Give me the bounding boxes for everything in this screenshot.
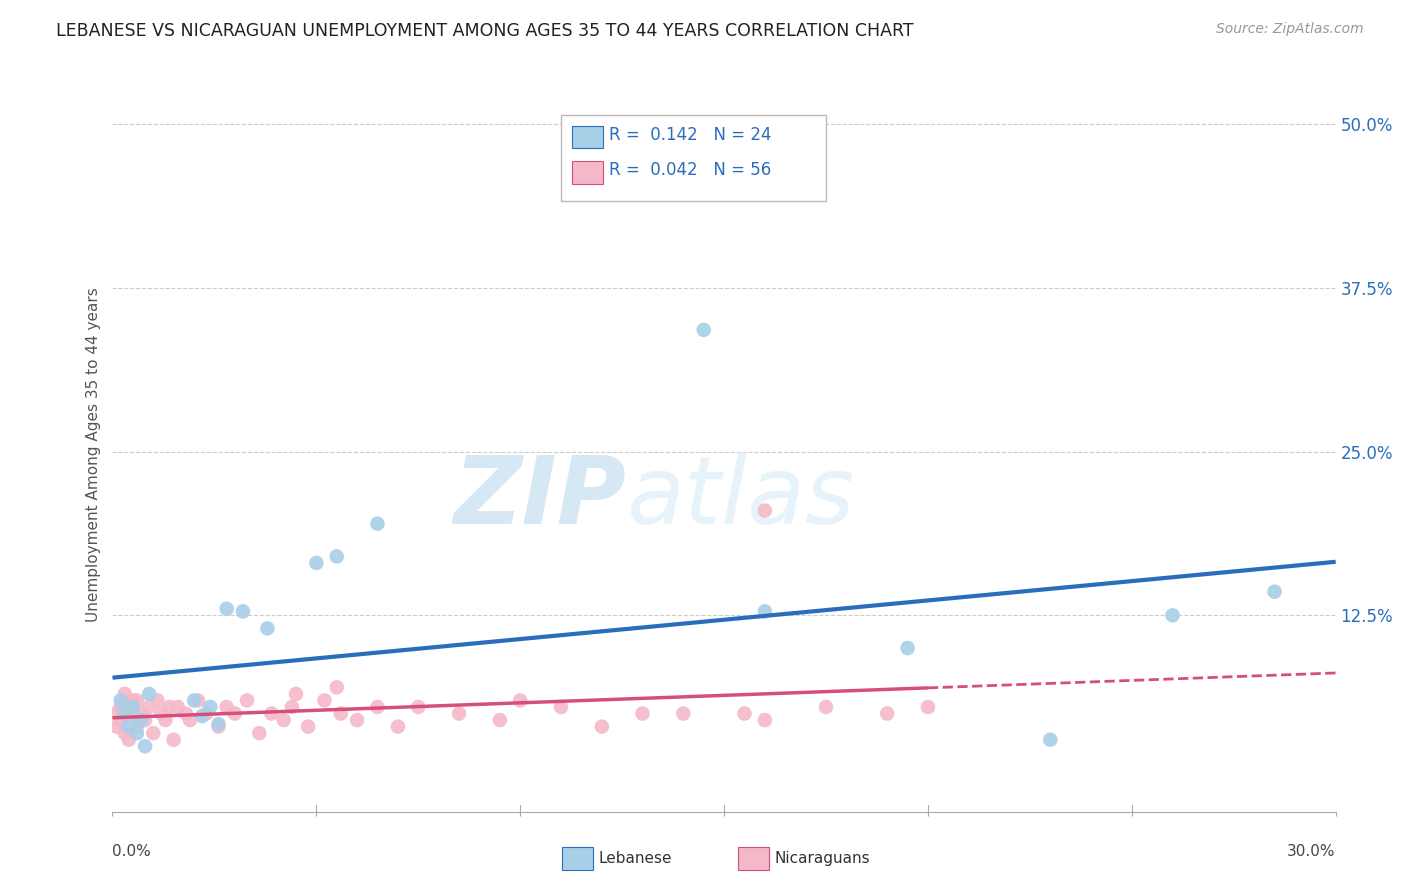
Point [150, 706, 173, 721]
Point [105, 706, 128, 721]
Text: LEBANESE VS NICARAGUAN UNEMPLOYMENT AMONG AGES 35 TO 44 YEARS CORRELATION CHART: LEBANESE VS NICARAGUAN UNEMPLOYMENT AMON… [56, 22, 914, 40]
Point [114, 706, 136, 721]
Point [754, 503, 776, 517]
Point [284, 687, 308, 701]
Point [207, 720, 229, 734]
Point [125, 720, 148, 734]
Point [366, 516, 388, 531]
Text: R =  0.142   N = 24: R = 0.142 N = 24 [609, 126, 770, 144]
Text: atlas: atlas [626, 452, 855, 543]
Point [118, 706, 141, 721]
Point [215, 700, 238, 714]
Point [122, 693, 145, 707]
Point [1039, 732, 1062, 747]
Point [550, 700, 572, 714]
Point [256, 621, 278, 635]
Point [125, 693, 148, 707]
Point [693, 323, 716, 337]
Point [672, 706, 695, 721]
Y-axis label: Unemployment Among Ages 35 to 44 years: Unemployment Among Ages 35 to 44 years [86, 287, 101, 623]
Point [195, 706, 218, 721]
Point [110, 693, 132, 707]
Point [314, 693, 336, 707]
Point [876, 706, 898, 721]
Point [297, 720, 319, 734]
Point [408, 700, 430, 714]
Text: Lebanese: Lebanese [599, 852, 672, 866]
Point [166, 700, 188, 714]
Point [917, 700, 939, 714]
Point [591, 720, 613, 734]
Point [734, 706, 756, 721]
Point [489, 713, 512, 727]
Text: Source: ZipAtlas.com: Source: ZipAtlas.com [1216, 22, 1364, 37]
Point [118, 732, 141, 747]
Point [236, 693, 259, 707]
Point [387, 720, 409, 734]
Point [326, 681, 349, 695]
Point [247, 726, 270, 740]
Text: Nicaraguans: Nicaraguans [775, 852, 870, 866]
Text: 0.0%: 0.0% [112, 844, 152, 859]
Point [138, 687, 160, 701]
Point [142, 726, 165, 740]
Point [631, 706, 654, 721]
Point [122, 706, 145, 721]
Point [447, 706, 470, 721]
Text: 30.0%: 30.0% [1288, 844, 1336, 859]
Point [138, 700, 160, 714]
Point [224, 706, 246, 721]
Point [260, 706, 283, 721]
Point [366, 700, 388, 714]
Point [200, 700, 222, 714]
Point [183, 693, 205, 707]
Point [346, 713, 368, 727]
Point [155, 713, 177, 727]
Point [146, 693, 169, 707]
Point [207, 717, 229, 731]
Point [129, 706, 152, 721]
Point [305, 556, 328, 570]
Point [163, 732, 186, 747]
Text: R =  0.042   N = 56: R = 0.042 N = 56 [609, 161, 770, 179]
Point [754, 713, 776, 727]
Point [273, 713, 295, 727]
Point [114, 687, 136, 701]
Point [105, 720, 128, 734]
Point [815, 700, 838, 714]
Point [110, 700, 132, 714]
Point [134, 739, 156, 754]
Point [754, 604, 776, 618]
Point [134, 713, 156, 727]
Point [191, 709, 214, 723]
Point [187, 693, 209, 707]
Text: ZIP: ZIP [453, 451, 626, 544]
Point [509, 693, 531, 707]
Point [179, 713, 201, 727]
Point [129, 713, 152, 727]
Point [1264, 584, 1286, 599]
Point [897, 641, 920, 656]
Point [122, 700, 145, 714]
Point [118, 720, 141, 734]
Point [326, 549, 349, 564]
Point [215, 601, 238, 615]
Point [114, 726, 136, 740]
Point [329, 706, 352, 721]
Point [232, 604, 254, 618]
Point [125, 726, 148, 740]
Point [159, 700, 181, 714]
Point [110, 713, 132, 727]
Point [1161, 608, 1184, 623]
Point [174, 706, 197, 721]
Point [281, 700, 304, 714]
